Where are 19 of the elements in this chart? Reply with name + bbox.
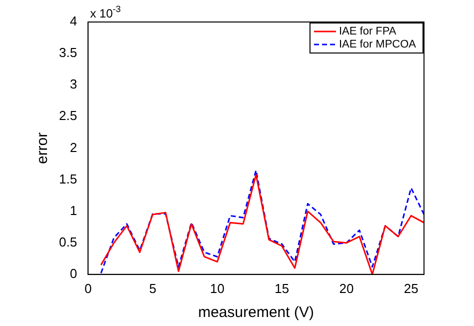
- legend-label: IAE for FPA: [338, 26, 397, 38]
- x-tick-label: 20: [339, 280, 354, 296]
- y-tick-label: 2: [70, 140, 78, 155]
- y-tick-label: 2.5: [58, 108, 78, 124]
- y-tick-label: 0: [70, 266, 78, 281]
- y-tick-label: 3: [70, 76, 78, 92]
- x-tick-label: 25: [404, 280, 418, 296]
- y-tick-label: 1: [70, 202, 78, 218]
- x-tick-label: 15: [274, 280, 290, 296]
- y-axis-title: error: [34, 132, 52, 164]
- x-tick-label: 5: [149, 280, 156, 296]
- y-tick-label: 0.5: [58, 234, 78, 250]
- y-tick-label: 3.5: [58, 45, 78, 60]
- legend-label: IAE for MPCOA: [338, 38, 417, 51]
- x-tick-label: 10: [210, 280, 225, 296]
- y-tick-label: 4: [70, 14, 78, 29]
- y-tick-label: 1.5: [58, 171, 78, 186]
- x-tick-label: 0: [84, 280, 92, 296]
- x-axis-title: measurement (V): [198, 304, 314, 322]
